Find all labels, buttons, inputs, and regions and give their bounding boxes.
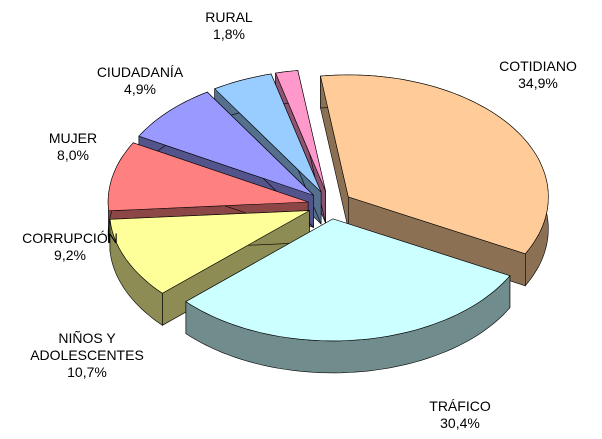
value-label: 30,4% — [440, 415, 480, 431]
value-label: 10,7% — [67, 364, 107, 380]
slice — [275, 70, 326, 192]
slice-label: CIUDADANÍA 4,9% — [80, 64, 200, 98]
slice — [138, 91, 314, 196]
slice-label: RURAL 1,8% — [189, 9, 269, 43]
value-label: 4,9% — [124, 81, 156, 97]
value-label: 34,9% — [518, 75, 558, 91]
slice — [109, 210, 310, 294]
slice — [185, 218, 511, 342]
slice — [107, 142, 309, 212]
value-label: 1,8% — [213, 26, 245, 42]
category-label: TRÁFICO — [429, 398, 491, 414]
category-label: RURAL — [205, 9, 253, 25]
slice-label: CORRUPCIÓN 9,2% — [15, 230, 125, 264]
slice-label: TRÁFICO 30,4% — [410, 398, 510, 432]
category-label: COTIDIANO — [499, 58, 577, 74]
category-label: CORRUPCIÓN — [22, 230, 118, 246]
category-label: MUJER — [48, 130, 98, 146]
value-label: 9,2% — [54, 247, 86, 263]
slice — [320, 74, 549, 255]
slice-label: COTIDIANO 34,9% — [478, 58, 598, 92]
slice-label: NIÑOS Y ADOLESCENTES 10,7% — [22, 330, 152, 381]
slice-label: MUJER 8,0% — [23, 130, 123, 164]
value-label: 8,0% — [57, 147, 89, 163]
category-label: CIUDADANÍA — [96, 64, 184, 80]
slice — [214, 73, 322, 193]
category-label: NIÑOS Y ADOLESCENTES — [30, 330, 144, 363]
